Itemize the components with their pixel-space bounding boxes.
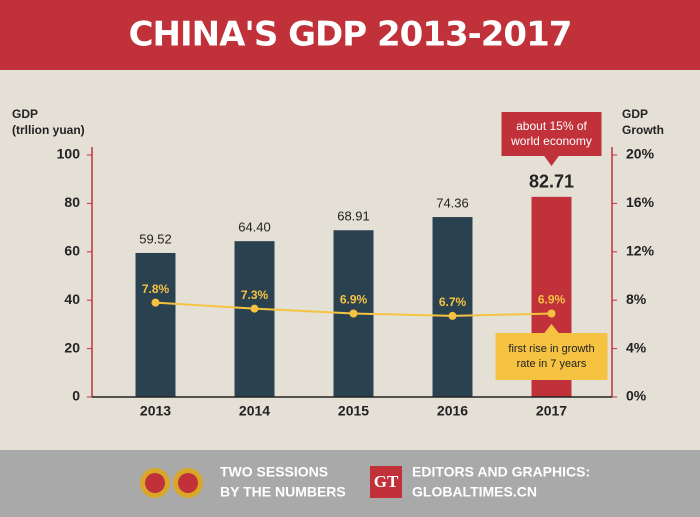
bar-value-label: 64.40	[238, 220, 271, 235]
x-tick-label: 2017	[536, 403, 567, 419]
y2-tick-label: 12%	[626, 243, 655, 259]
growth-point	[151, 298, 160, 307]
bar	[234, 241, 275, 397]
emblem	[178, 473, 198, 493]
annotation-box	[501, 112, 602, 156]
growth-point	[250, 304, 259, 313]
bar	[432, 217, 473, 397]
growth-label: 6.9%	[538, 293, 566, 307]
growth-label: 6.9%	[340, 293, 368, 307]
x-tick-label: 2014	[239, 403, 270, 419]
y-axis-label: GDP	[12, 107, 38, 121]
annotation-text: rate in 7 years	[517, 358, 587, 370]
footer-band	[0, 450, 700, 517]
y2-tick-label: 16%	[626, 194, 655, 210]
y2-axis-label: Growth	[622, 123, 664, 137]
y-tick-label: 0	[72, 388, 80, 404]
annotation-text: world economy	[510, 134, 592, 148]
emblem	[145, 473, 165, 493]
y2-tick-label: 20%	[626, 146, 655, 162]
annotation-box	[495, 333, 608, 380]
annotation-text: first rise in growth	[508, 343, 594, 355]
growth-point	[349, 309, 358, 318]
annotation-pointer	[543, 155, 560, 166]
bar-value-label: 59.52	[139, 231, 172, 246]
logo: GT	[374, 472, 399, 491]
footer-text: TWO SESSIONS	[220, 464, 328, 480]
footer-text: BY THE NUMBERS	[220, 484, 346, 500]
y2-tick-label: 4%	[626, 339, 647, 355]
growth-label: 7.3%	[241, 288, 269, 302]
x-tick-label: 2015	[338, 403, 369, 419]
y2-tick-label: 8%	[626, 291, 647, 307]
y2-tick-label: 0%	[626, 388, 647, 404]
y-tick-label: 40	[64, 291, 80, 307]
bar-value-label: 74.36	[436, 195, 469, 210]
x-tick-label: 2013	[140, 403, 171, 419]
y2-axis-label: GDP	[622, 107, 648, 121]
title-banner	[0, 0, 700, 70]
logo-box	[370, 466, 402, 498]
annotation-text: about 15% of	[516, 119, 587, 133]
footer-text: EDITORS AND GRAPHICS:	[412, 464, 590, 480]
x-tick-label: 2016	[437, 403, 468, 419]
bar	[135, 252, 176, 397]
y-axis-label: (trllion yuan)	[12, 123, 85, 137]
chart-title: CHINA'S GDP 2013-2017	[129, 15, 572, 55]
y-tick-label: 20	[64, 339, 80, 355]
growth-label: 7.8%	[142, 282, 170, 296]
y-tick-label: 80	[64, 194, 80, 210]
y-tick-label: 60	[64, 243, 80, 259]
annotation-pointer	[543, 324, 560, 334]
growth-point	[448, 311, 457, 320]
growth-label: 6.7%	[439, 295, 467, 309]
growth-point	[547, 309, 556, 318]
bar-value-label: 82.71	[529, 172, 574, 192]
bar-value-label: 68.91	[337, 209, 370, 224]
footer-text: GLOBALTIMES.CN	[412, 484, 537, 500]
y-tick-label: 100	[57, 146, 81, 162]
